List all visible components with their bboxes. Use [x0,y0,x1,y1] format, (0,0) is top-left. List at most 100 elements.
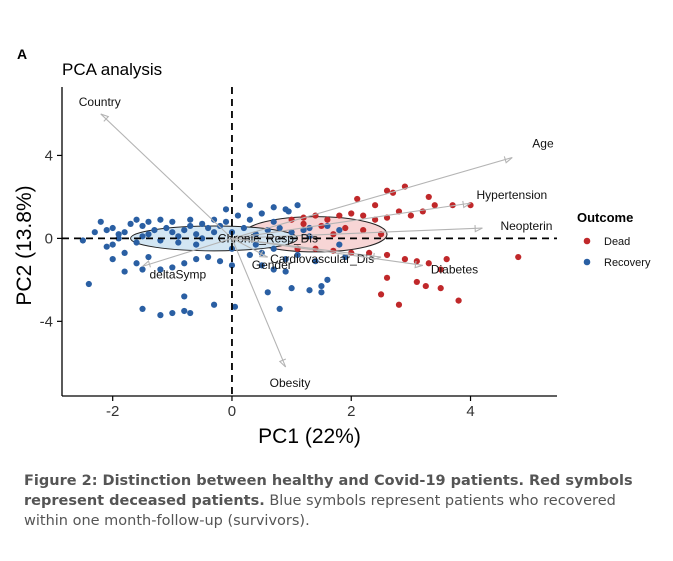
point-recovery [270,245,277,252]
point-dead [407,212,414,219]
point-recovery [145,231,152,238]
reference-lines [62,87,557,396]
y-tick-label: -4 [40,313,53,330]
loading-arrow-diabetes [231,237,423,266]
point-recovery [175,239,182,246]
point-recovery [222,206,230,213]
point-recovery [288,285,295,292]
loading-label-diabetes: Diabetes [431,262,478,276]
point-recovery [169,229,176,236]
point-recovery [133,216,140,223]
point-dead [455,297,462,304]
axes: -2 0 2 4 -4 0 4 [40,87,557,420]
point-recovery [276,224,283,232]
point-recovery [169,264,176,271]
x-tick-label: -2 [106,403,119,420]
point-recovery [79,237,86,244]
point-dead [425,193,432,201]
point-recovery [270,266,277,273]
loading-arrowhead-gender [258,250,268,258]
point-dead [413,258,420,265]
point-recovery [276,305,283,312]
point-recovery [187,222,194,230]
loading-arrowhead-deltasymp [142,260,151,268]
point-recovery [145,253,152,261]
point-recovery [121,229,128,236]
point-recovery [285,208,292,215]
point-recovery [187,216,194,223]
point-dead [383,187,391,194]
point-recovery [151,226,158,234]
loading-arrow-country [100,113,233,239]
point-recovery [97,218,104,225]
point-recovery [234,212,242,219]
point-dead [443,256,450,263]
loading-arrowhead-country [100,113,110,122]
point-recovery [294,251,301,259]
point-recovery [258,210,265,217]
point-dead [360,212,367,219]
loading-arrowhead-cardiovascular-dis [372,252,382,261]
point-recovery [216,222,224,230]
point-recovery [210,229,218,236]
point-dead [383,274,391,281]
point-dead [372,202,379,209]
point-recovery [210,216,218,223]
loading-arrowhead-hypertension [462,200,471,209]
point-recovery [222,218,230,225]
point-dead [401,256,409,263]
point-recovery [318,289,325,296]
loading-label-hypertension: Hypertension [477,188,548,202]
point-recovery [258,262,265,269]
point-recovery [199,235,206,242]
point-recovery [318,282,325,290]
point-recovery [193,231,200,238]
chart-title: PCA analysis [62,60,163,79]
legend-label-dead: Dead [604,236,630,248]
point-recovery [127,220,134,227]
point-dead [348,210,355,217]
point-dead [300,220,307,227]
point-recovery [109,256,116,263]
caption-text: Blue symbols represent patients who reco… [24,493,616,529]
legend-swatch-recovery [583,258,591,266]
point-dead [377,291,385,298]
point-recovery [205,224,212,232]
point-dead [366,249,373,257]
point-recovery [306,224,313,232]
loading-label-neopterin: Neopterin [500,219,552,233]
point-recovery [157,266,164,273]
point-recovery [240,224,247,232]
point-recovery [252,231,259,238]
point-recovery [228,262,236,269]
point-dead [360,226,367,234]
point-dead [336,212,343,219]
point-recovery [270,204,277,211]
loading-label-country: Country [79,95,121,109]
legend: Outcome Dead Recovery [577,210,651,269]
x-tick-label: 0 [228,403,236,420]
pca-biplot: Country Age Hypertension Neopterin Chronic_R… [13,87,651,448]
point-recovery [342,253,349,261]
point-recovery [91,229,98,236]
loading-label-cardiovascular-dis: Cardiovascular_Dis [270,252,374,266]
point-recovery [163,224,170,232]
panel-letter: A [17,46,28,62]
point-dead [372,216,379,223]
point-recovery [169,218,176,225]
loading-arrows: Country Age Hypertension Neopterin Chronic_R… [79,95,554,390]
loading-label-chronic-resp-dis: Chronic_Resp_Dis [218,231,318,245]
point-recovery [121,268,128,275]
loading-arrow-obesity [231,238,287,368]
loading-label-age: Age [532,137,554,151]
point-recovery [306,287,313,294]
point-recovery [121,249,128,257]
y-axis-label: PC2 (13.8%) [13,185,36,305]
point-recovery [157,312,164,319]
point-recovery [336,241,343,248]
figure-caption: Figure 2: Distinction between healthy an… [24,471,654,531]
point-dead [383,251,391,259]
point-dead [413,278,420,286]
x-tick-label: 2 [347,403,355,420]
point-recovery [109,224,116,232]
